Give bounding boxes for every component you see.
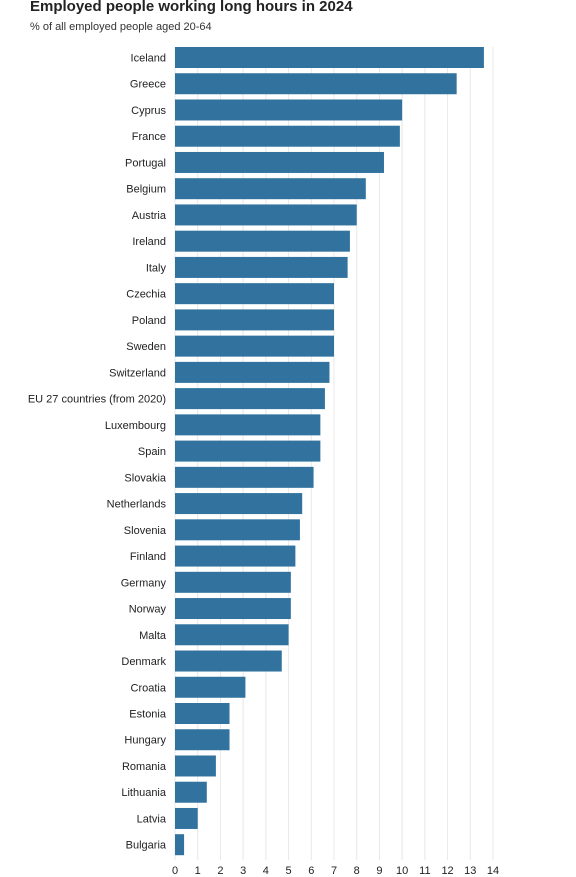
bar[interactable] (175, 519, 300, 541)
bar[interactable] (175, 571, 291, 593)
category-label: France (132, 131, 166, 143)
bar[interactable] (175, 466, 314, 488)
category-label: Croatia (131, 682, 167, 694)
bar[interactable] (175, 676, 246, 698)
bar[interactable] (175, 440, 321, 462)
chart-title: Employed people working long hours in 20… (30, 0, 353, 15)
bar[interactable] (175, 388, 325, 410)
bar[interactable] (175, 178, 366, 200)
x-tick-label: 3 (240, 865, 246, 877)
category-label: Iceland (131, 53, 166, 65)
category-label: Greece (130, 79, 166, 91)
category-labels: Iceland Greece Cyprus France Portugal Belgium… (28, 53, 167, 852)
x-axis-tick-labels: 0 1 2 3 4 5 6 7 8 9 10 11 12 13 14 (172, 865, 499, 877)
gridlines (174, 47, 494, 860)
category-label: Norway (129, 604, 167, 616)
category-label: Slovenia (124, 525, 167, 537)
x-tick-label: 13 (464, 865, 476, 877)
bar[interactable] (175, 624, 289, 646)
category-label: Bulgaria (126, 840, 167, 852)
x-tick-label: 11 (419, 865, 430, 877)
bar[interactable] (175, 598, 291, 620)
x-tick-label: 4 (263, 865, 269, 877)
bar[interactable] (175, 834, 185, 856)
category-label: Spain (138, 446, 166, 458)
x-tick-label: 6 (308, 865, 314, 877)
x-tick-label: 2 (217, 865, 223, 877)
x-tick-label: 12 (441, 865, 453, 877)
category-label: Italy (146, 262, 167, 274)
category-label: Lithuania (121, 787, 167, 799)
bar[interactable] (175, 361, 330, 383)
category-label: Cyprus (131, 105, 166, 117)
bar[interactable] (175, 703, 230, 724)
category-label: Germany (121, 577, 167, 589)
category-label: Romania (122, 761, 167, 773)
x-tick-label: 5 (286, 865, 292, 877)
x-tick-label: 10 (396, 865, 408, 877)
category-label: Netherlands (107, 499, 167, 511)
category-label: Sweden (126, 341, 166, 353)
bar[interactable] (175, 650, 282, 672)
x-tick-label: 14 (487, 865, 499, 877)
bar[interactable] (175, 151, 384, 173)
bar[interactable] (175, 807, 198, 829)
chart-subtitle: % of all employed people aged 20-64 (30, 21, 212, 33)
category-label: Czechia (126, 289, 167, 301)
x-tick-label: 8 (354, 865, 360, 877)
category-label: Austria (132, 210, 167, 222)
x-tick-label: 1 (195, 865, 201, 877)
category-label: Malta (139, 630, 167, 642)
bar[interactable] (175, 204, 357, 226)
x-tick-label: 9 (376, 865, 382, 877)
category-label: Switzerland (109, 367, 166, 379)
bar[interactable] (175, 47, 484, 68)
bar[interactable] (175, 414, 321, 436)
category-label: Luxembourg (105, 420, 166, 432)
category-label: EU 27 countries (from 2020) (28, 394, 166, 406)
category-label: Slovakia (124, 472, 166, 484)
category-label: Belgium (126, 184, 166, 196)
bar[interactable] (175, 545, 296, 567)
bar[interactable] (175, 729, 230, 751)
x-tick-label: 7 (331, 865, 337, 877)
bar[interactable] (175, 335, 334, 357)
bars (175, 47, 484, 856)
category-label: Denmark (121, 656, 166, 668)
bar[interactable] (175, 493, 303, 515)
category-label: Finland (130, 551, 166, 563)
x-tick-label: 0 (172, 865, 178, 877)
category-label: Portugal (125, 157, 166, 169)
bar[interactable] (175, 781, 207, 803)
bar[interactable] (175, 230, 350, 252)
bar[interactable] (175, 125, 400, 147)
bar[interactable] (175, 73, 457, 95)
category-label: Ireland (132, 236, 166, 248)
category-label: Hungary (124, 735, 166, 747)
category-label: Estonia (129, 709, 167, 721)
category-label: Poland (132, 315, 166, 327)
bar[interactable] (175, 309, 334, 331)
bar[interactable] (175, 256, 348, 278)
bar[interactable] (175, 755, 216, 777)
category-label: Latvia (137, 813, 167, 825)
bar[interactable] (175, 99, 403, 121)
bar[interactable] (175, 283, 334, 305)
